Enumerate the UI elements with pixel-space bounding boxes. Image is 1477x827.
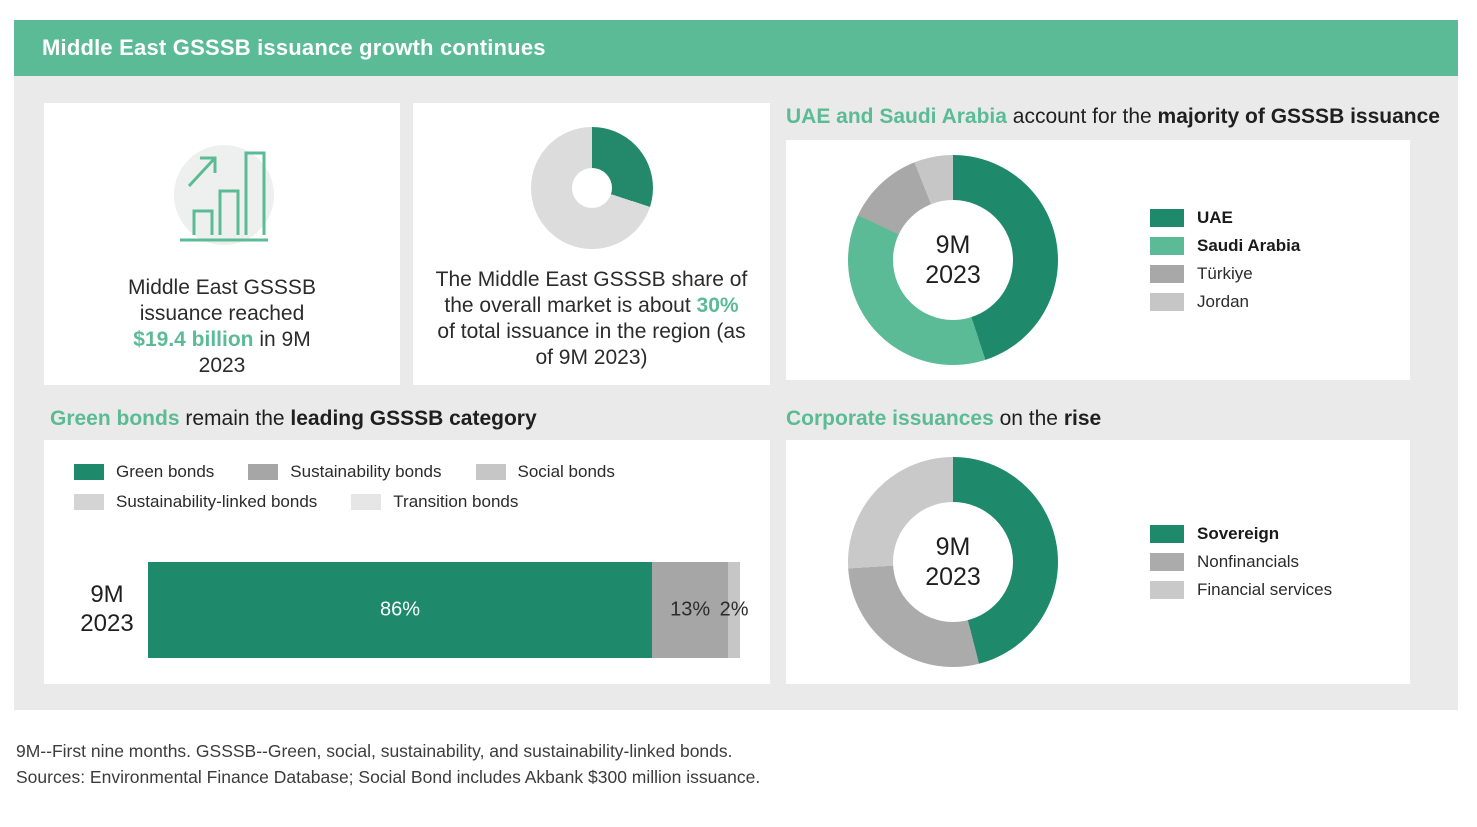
stacked-bar: 86% 13% 2%: [148, 562, 749, 658]
heading-mid: account for the: [1006, 105, 1158, 128]
legend-item: UAE: [1150, 208, 1300, 228]
donut-center-label: 9M 2023: [893, 502, 1013, 622]
legend-swatch: [74, 494, 104, 510]
heading-highlight: Green bonds: [50, 407, 180, 430]
section-heading-countries: UAE and Saudi Arabia account for the maj…: [786, 104, 1440, 129]
countries-card: 9M 2023 UAE Saudi Arabia Türkiye Jordan: [786, 140, 1410, 380]
share-text: The Middle East GSSSB share of the overa…: [436, 267, 748, 371]
infographic-board: Middle East GSSSB issuance growth contin…: [14, 20, 1458, 710]
legend-label: UAE: [1197, 208, 1233, 227]
heading-bold: leading GSSSB category: [290, 407, 537, 430]
legend-item: Transition bonds: [351, 492, 518, 512]
legend-label: Türkiye: [1197, 264, 1253, 283]
legend-label: Sustainability bonds: [290, 462, 442, 481]
corporate-card: 9M 2023 Sovereign Nonfinancials Financial …: [786, 440, 1410, 684]
growth-chart-icon: [156, 127, 288, 259]
footnote-line-1: 9M--First nine months. GSSSB--Green, soc…: [16, 741, 733, 761]
legend-item: Sustainability-linked bonds: [74, 492, 317, 512]
donut-hole: [571, 168, 612, 208]
legend-item: Saudi Arabia: [1150, 236, 1300, 256]
legend-label: Social bonds: [517, 462, 615, 481]
stat-text-before: Middle East GSSSB issuance reached: [128, 276, 316, 326]
legend-label: Saudi Arabia: [1197, 236, 1301, 255]
categories-legend: Green bonds Sustainability bonds Social bo…: [74, 462, 740, 512]
legend-swatch: [1150, 209, 1184, 227]
legend-label: Jordan: [1197, 292, 1249, 311]
share-highlight-value: 30%: [696, 294, 739, 318]
bar-segment-social-bonds: 2%: [720, 562, 749, 658]
section-heading-corporate: Corporate issuances on the rise: [786, 406, 1101, 431]
categories-bar-row: 9M 2023 86% 13% 2%: [74, 562, 749, 658]
legend-item: Nonfinancials: [1150, 552, 1332, 572]
legend-item: Sovereign: [1150, 524, 1332, 544]
header-bar: Middle East GSSSB issuance growth contin…: [14, 20, 1458, 76]
legend-swatch: [475, 464, 506, 480]
footnotes: 9M--First nine months. GSSSB--Green, soc…: [16, 738, 760, 791]
bar-segment-label: 13%: [670, 598, 711, 621]
legend-swatch: [351, 494, 382, 510]
heading-mid: on the: [993, 407, 1064, 430]
legend-label: Nonfinancials: [1197, 552, 1300, 571]
stat-card-issuance: Middle East GSSSB issuance reached $19.4…: [44, 103, 400, 385]
bar-segment-green-bonds: 86%: [148, 562, 653, 658]
stat-text: Middle East GSSSB issuance reached $19.4…: [113, 275, 331, 379]
legend-label: Transition bonds: [393, 492, 519, 511]
stat-highlight-value: $19.4 billion: [133, 328, 254, 352]
share-card-market: The Middle East GSSSB share of the overa…: [413, 103, 770, 385]
countries-legend: UAE Saudi Arabia Türkiye Jordan: [1150, 204, 1300, 316]
legend-swatch: [1150, 237, 1184, 255]
market-share-donut: [530, 127, 653, 249]
bar-segment-label: 86%: [380, 598, 421, 621]
heading-mid: remain the: [179, 407, 291, 430]
share-text-after: of total issuance in the region (as of 9…: [437, 320, 746, 370]
bar-segment-label: 2%: [719, 598, 749, 621]
legend-swatch: [1150, 553, 1184, 571]
legend-label: Financial services: [1197, 580, 1333, 599]
legend-swatch: [1150, 525, 1184, 543]
legend-item: Türkiye: [1150, 264, 1300, 284]
legend-item: Green bonds: [74, 462, 214, 482]
corporate-chart-area: 9M 2023 Sovereign Nonfinancials Financial …: [786, 440, 1410, 684]
countries-chart-area: 9M 2023 UAE Saudi Arabia Türkiye Jordan: [786, 140, 1410, 380]
legend-item: Financial services: [1150, 580, 1332, 600]
bar-row-label: 9M 2023: [80, 581, 134, 637]
legend-item: Jordan: [1150, 292, 1300, 312]
legend-label: Sovereign: [1197, 524, 1280, 543]
legend-swatch: [74, 464, 104, 480]
legend-item: Sustainability bonds: [248, 462, 442, 482]
heading-bold: majority of GSSSB issuance: [1157, 105, 1440, 128]
categories-card: Green bonds Sustainability bonds Social bo…: [44, 440, 770, 684]
legend-swatch: [248, 464, 279, 480]
corporate-donut: 9M 2023: [848, 457, 1058, 667]
footnote-line-2: Sources: Environmental Finance Database;…: [16, 767, 761, 788]
corporate-legend: Sovereign Nonfinancials Financial services: [1150, 520, 1332, 604]
section-heading-categories: Green bonds remain the leading GSSSB cat…: [50, 406, 537, 431]
legend-swatch: [1150, 265, 1184, 283]
countries-donut: 9M 2023: [848, 155, 1058, 365]
heading-highlight: UAE and Saudi Arabia: [786, 105, 1007, 128]
page-title: Middle East GSSSB issuance growth contin…: [42, 35, 546, 60]
legend-swatch: [1150, 293, 1184, 311]
legend-label: Sustainability-linked bonds: [116, 492, 318, 511]
bar-segment-sustainability-bonds: 13%: [652, 562, 729, 658]
stat-text-after: in 9M 2023: [198, 328, 311, 378]
legend-swatch: [1150, 581, 1184, 599]
share-text-before: The Middle East GSSSB share of the overa…: [435, 268, 748, 318]
donut-center-label: 9M 2023: [893, 200, 1013, 320]
legend-label: Green bonds: [116, 462, 215, 481]
legend-item: Social bonds: [475, 462, 615, 482]
heading-bold: rise: [1063, 407, 1102, 430]
heading-highlight: Corporate issuances: [786, 407, 994, 430]
